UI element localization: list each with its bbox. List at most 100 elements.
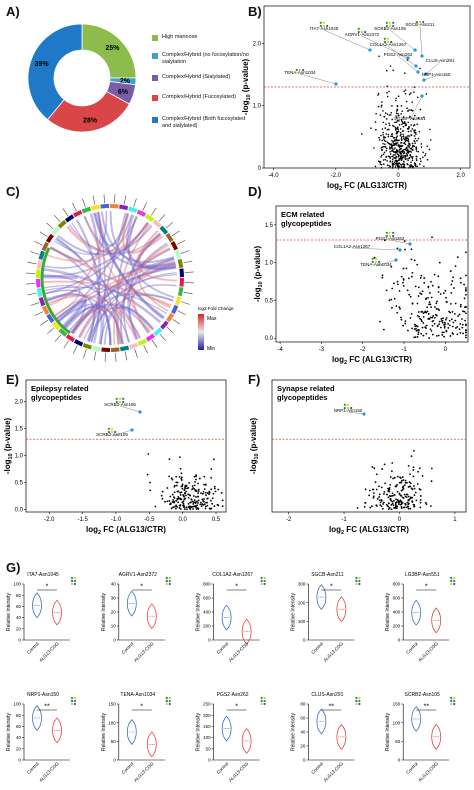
data-point (377, 94, 379, 96)
data-point (372, 495, 375, 498)
data-point (392, 163, 394, 166)
data-point (435, 307, 438, 310)
highlighted-point (408, 242, 412, 246)
significance-stars: ** (423, 704, 429, 711)
glycan-icon (346, 403, 350, 406)
data-point (446, 301, 448, 304)
legend-label: Complex/Hybrid (no fucosylation/no sialy… (162, 52, 249, 65)
significance-stars: ** (44, 704, 50, 711)
data-point (435, 302, 438, 305)
data-point (410, 155, 412, 158)
chord-segment (171, 304, 179, 315)
data-point (212, 492, 215, 495)
data-point (375, 128, 377, 131)
glycan-icon (319, 24, 322, 28)
data-point (213, 458, 215, 461)
violin-y-tick-label: 0 (398, 758, 401, 763)
violin-y-tick-label: 250 (203, 702, 211, 707)
data-point (176, 506, 179, 508)
chord-link (57, 225, 153, 256)
plot-title: ECM related glycopeptides (281, 210, 331, 228)
glycan-icon (115, 400, 118, 404)
chord-label-tick (143, 344, 148, 354)
data-point (380, 486, 383, 489)
data-point (181, 504, 184, 507)
data-point (421, 290, 424, 293)
data-point (407, 329, 409, 332)
data-point (407, 159, 409, 162)
data-point (404, 136, 407, 138)
data-point (404, 248, 406, 251)
data-point (459, 305, 462, 308)
data-point (406, 158, 408, 160)
data-point (404, 479, 407, 482)
plot-frame (275, 205, 469, 343)
chord-link (43, 273, 131, 343)
data-point (413, 328, 416, 331)
data-point (398, 154, 400, 157)
data-point (403, 240, 406, 243)
data-point (417, 286, 420, 289)
callout-line (351, 247, 401, 251)
data-point (395, 130, 398, 133)
highlighted-point (416, 70, 420, 74)
chord-segment (65, 334, 75, 343)
data-point (173, 497, 176, 499)
data-point (214, 490, 217, 493)
glycan-icon (388, 24, 392, 28)
data-point (395, 159, 397, 161)
x-tick-label: -2.0 (44, 517, 55, 523)
data-point (405, 100, 408, 103)
violin-y-tick-label: 40 (16, 735, 22, 740)
data-point (443, 327, 446, 329)
data-point (408, 135, 411, 137)
chord-segment (51, 226, 60, 236)
data-point (400, 136, 403, 138)
data-point (363, 506, 366, 508)
data-point (208, 507, 211, 510)
chord-label-tick (183, 260, 193, 264)
data-point (427, 286, 430, 289)
data-point (397, 501, 400, 504)
violin-shape (411, 599, 422, 626)
chord-label-tick (123, 195, 127, 205)
data-point (183, 508, 186, 510)
data-point (419, 67, 421, 70)
data-point (401, 154, 403, 157)
data-point (457, 315, 460, 318)
data-point (393, 140, 395, 142)
data-point (429, 303, 432, 306)
data-point (383, 136, 385, 138)
panel-f-letter: F) (248, 372, 261, 387)
data-point (416, 483, 419, 485)
data-point (409, 473, 411, 476)
chord-label-tick (54, 334, 62, 342)
glycan-icon (260, 696, 263, 700)
data-point (178, 456, 181, 459)
data-point (412, 475, 415, 478)
data-point (388, 164, 391, 167)
data-point (400, 479, 403, 482)
chord-link (69, 306, 137, 340)
data-point (410, 124, 412, 126)
glycan-icon (357, 27, 360, 30)
data-point (390, 499, 392, 502)
chord-label-tick (53, 215, 61, 223)
data-point (380, 505, 383, 508)
glycan-icon (364, 30, 367, 34)
chord-link (43, 211, 108, 269)
data-point (412, 503, 415, 506)
violin-shape (411, 706, 422, 732)
violin-shape (336, 596, 347, 623)
violin-shape (126, 590, 137, 617)
chord-link (75, 219, 101, 344)
chord-segment (73, 339, 84, 347)
violin-y-tick-label: 600 (203, 596, 211, 601)
chord-link (99, 294, 174, 345)
data-point (435, 334, 438, 337)
violin-y-tick-label: 40 (16, 615, 22, 620)
data-point (413, 336, 416, 339)
data-point (389, 160, 392, 163)
legend-swatch (152, 35, 158, 41)
data-point (210, 499, 212, 502)
